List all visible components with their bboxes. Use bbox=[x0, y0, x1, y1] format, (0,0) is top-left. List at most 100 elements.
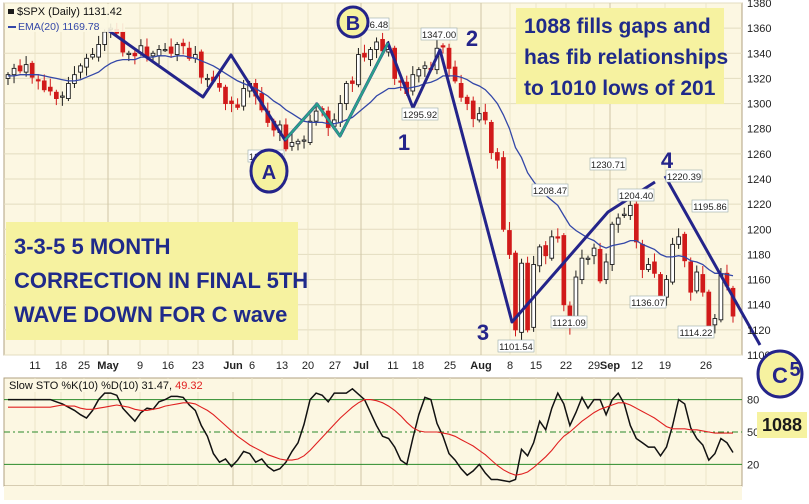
x-tick-label: 15 bbox=[530, 360, 542, 372]
x-tick-label: 18 bbox=[412, 360, 424, 372]
candle-body bbox=[78, 65, 83, 73]
stochastic-y-tick-label: 20 bbox=[747, 459, 759, 471]
price-callout-label: 1230.71 bbox=[591, 160, 625, 171]
stochastic-legend-background bbox=[5, 379, 241, 392]
candle-body bbox=[658, 274, 663, 299]
candle-body bbox=[356, 54, 361, 86]
wave-1-label: 1 bbox=[398, 130, 410, 155]
candle-body bbox=[507, 230, 512, 255]
wave-4-label: 4 bbox=[661, 148, 674, 173]
candle-body bbox=[337, 103, 343, 123]
candle-body bbox=[66, 83, 71, 99]
x-tick-label: 27 bbox=[329, 360, 341, 372]
candle-body bbox=[646, 264, 651, 270]
x-tick-label: 11 bbox=[387, 360, 398, 372]
candle-body bbox=[35, 79, 41, 82]
candle-body bbox=[11, 67, 17, 76]
x-tick-label: 23 bbox=[192, 360, 204, 372]
price-y-tick-label: 1260 bbox=[747, 149, 771, 161]
price-callout-label: 1195.86 bbox=[693, 202, 727, 213]
top-note-line: 1088 fills gaps and bbox=[524, 15, 711, 38]
candle-body bbox=[126, 52, 132, 55]
candle-body bbox=[362, 52, 367, 58]
left-note-line: CORRECTION IN FINAL 5TH bbox=[14, 268, 309, 293]
top-note-line: to 1010 lows of 201 bbox=[524, 77, 716, 100]
candle-body bbox=[513, 252, 518, 331]
price-callout-label: 1356.48 bbox=[354, 20, 388, 31]
candle-body bbox=[640, 243, 645, 270]
candle-body bbox=[150, 52, 156, 57]
left-note-line: WAVE DOWN FOR C wave bbox=[14, 302, 288, 327]
price-panel-title: $SPX (Daily) 1131.42 bbox=[17, 6, 122, 18]
stochastic-y-tick-label: 50 bbox=[747, 427, 759, 439]
candle-body bbox=[482, 111, 488, 121]
x-tick-label: Sep bbox=[600, 360, 620, 372]
price-callout-box bbox=[617, 188, 655, 202]
candle-body bbox=[344, 83, 349, 105]
stochastic-panel bbox=[4, 387, 742, 483]
price-callout-label: 1101.54 bbox=[499, 342, 533, 353]
candle-body bbox=[96, 44, 101, 58]
price-y-tick-label: 1120 bbox=[747, 325, 771, 337]
candle-body bbox=[525, 262, 530, 331]
left-note-line: 3-3-5 5 MONTH bbox=[14, 234, 171, 259]
x-tick-label: 12 bbox=[631, 360, 643, 372]
candle-body bbox=[374, 41, 379, 50]
candle-body bbox=[652, 261, 657, 274]
candle-body bbox=[223, 86, 228, 105]
x-tick-label: 19 bbox=[659, 360, 671, 372]
candle-body bbox=[470, 100, 476, 120]
left-annotation-box: 3-3-5 5 MONTH CORRECTION IN FINAL 5TH WA… bbox=[6, 222, 309, 340]
wave-b-circle bbox=[336, 5, 370, 39]
price-y-tick-label: 1160 bbox=[747, 275, 771, 287]
price-legend-swatch bbox=[8, 9, 14, 14]
candle-body bbox=[458, 83, 464, 98]
price-callout-box bbox=[531, 183, 569, 197]
x-tick-label: 11 bbox=[29, 360, 40, 372]
wave-5-label: 5 bbox=[789, 359, 800, 381]
stochastic-d-value: 49.32 bbox=[175, 380, 203, 392]
candle-body bbox=[41, 80, 47, 91]
candle-body bbox=[688, 261, 694, 293]
wave-2-label: 2 bbox=[466, 26, 478, 51]
candle-body bbox=[682, 233, 687, 262]
price-callout-label: 1347.00 bbox=[422, 30, 456, 41]
candle-body bbox=[84, 57, 89, 68]
wave-a-label: A bbox=[262, 162, 276, 184]
x-tick-label: Jun bbox=[223, 360, 243, 372]
price-callout-box bbox=[550, 315, 588, 329]
x-tick-label: 20 bbox=[302, 360, 314, 372]
candle-body bbox=[156, 49, 162, 57]
x-tick-label: 9 bbox=[137, 360, 143, 372]
candle-body bbox=[489, 121, 494, 154]
candle-body bbox=[718, 274, 724, 321]
wave-a-circle bbox=[249, 148, 289, 194]
price-callout-box bbox=[589, 157, 627, 171]
candle-body bbox=[410, 74, 416, 92]
wave-c-label: C bbox=[772, 363, 788, 388]
stochastic-panel-title: Slow STO %K(10) %D(10) 31.47, 49.32 bbox=[9, 380, 203, 392]
candle-body bbox=[609, 223, 615, 265]
candle-body bbox=[694, 271, 700, 292]
elliott-wave-lines bbox=[107, 28, 762, 346]
price-callout-label: 1136.07 bbox=[631, 298, 665, 309]
candle-body bbox=[452, 66, 458, 82]
candle-body bbox=[591, 247, 597, 257]
x-tick-label: 29 bbox=[588, 360, 600, 372]
candle-body bbox=[603, 261, 609, 281]
candle-body bbox=[307, 120, 313, 143]
candle-body bbox=[60, 95, 65, 98]
candle-body bbox=[501, 157, 506, 230]
chart-text: 1380136013401320130012801260124012201200… bbox=[5, 0, 804, 471]
wave-3-label: 3 bbox=[477, 320, 489, 345]
x-tick-label: 13 bbox=[276, 360, 288, 372]
target-1088-box: 1088 bbox=[757, 412, 807, 438]
ema-legend-label: EMA(20) 1169.78 bbox=[18, 21, 100, 33]
candle-body bbox=[90, 54, 95, 58]
x-tick-label: May bbox=[97, 360, 119, 372]
candle-body bbox=[54, 91, 59, 99]
wave-path-final bbox=[663, 175, 762, 346]
candle-body bbox=[289, 142, 295, 147]
candle-body bbox=[23, 64, 29, 73]
candle-body bbox=[132, 52, 138, 57]
